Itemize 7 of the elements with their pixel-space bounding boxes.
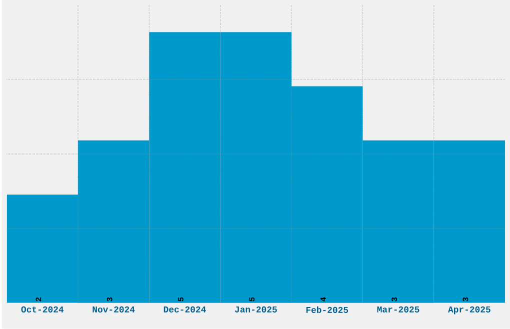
x-tick-label: Mar-2025 <box>377 306 420 313</box>
x-tick-label: Jan-2025 <box>234 306 277 313</box>
x-tick-label: Apr-2025 <box>448 306 490 314</box>
x-tick-label: Feb-2025 <box>306 306 348 314</box>
x-tick-label: Oct-2024 <box>21 306 64 313</box>
x-tick-label: Nov-2024 <box>92 306 135 313</box>
x-tick-label: Dec-2024 <box>164 306 206 313</box>
